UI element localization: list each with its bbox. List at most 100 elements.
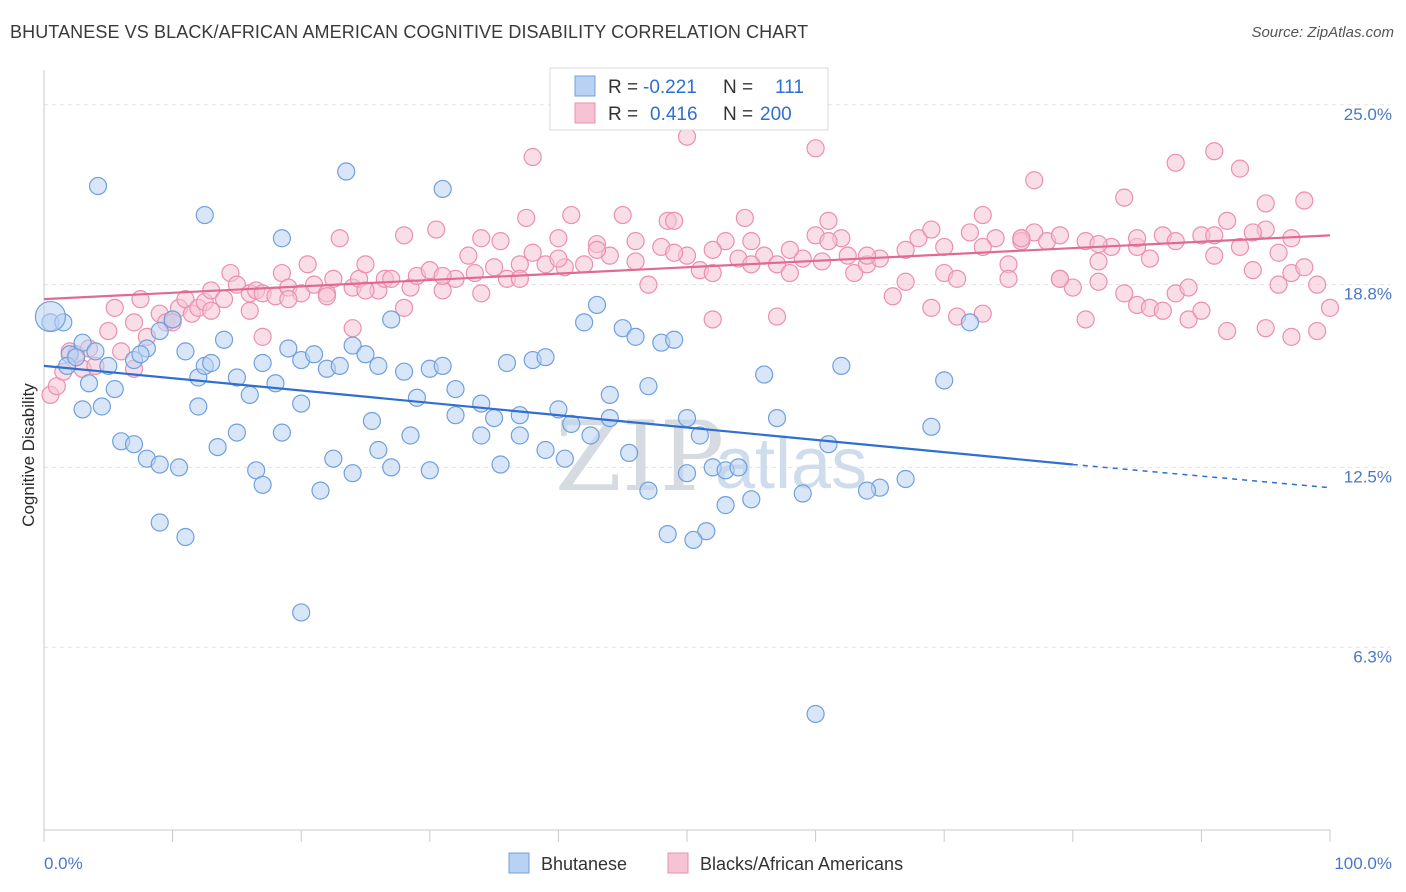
x-tick-label-max: 100.0% <box>1334 854 1392 873</box>
blacks-african-americans-point <box>587 240 607 259</box>
bhutanese-point <box>240 385 259 404</box>
blacks-african-americans-point <box>1269 275 1288 294</box>
bhutanese-point <box>92 397 111 416</box>
blacks-african-americans-point <box>1256 194 1275 213</box>
bhutanese-point <box>343 336 362 355</box>
blacks-african-americans-point <box>626 252 645 271</box>
blacks-african-americans-point <box>1089 252 1108 271</box>
chart-source: Source: ZipAtlas.com <box>1251 24 1394 41</box>
series-blacks-african-americans-points <box>41 127 1340 404</box>
bhutanese-point <box>67 348 86 367</box>
blacks-african-americans-point <box>735 208 754 228</box>
blacks-african-americans-point <box>613 205 632 225</box>
blacks-african-americans-point <box>1025 171 1044 190</box>
bhutanese-point <box>819 435 838 454</box>
bhutanese-point <box>587 295 607 315</box>
y-tick-labels: 25.0% 18.8% 12.5% 6.3% <box>1344 105 1392 666</box>
blacks-african-americans-point <box>1089 234 1108 254</box>
blacks-african-americans-point <box>549 229 568 248</box>
bhutanese-point <box>658 525 677 544</box>
blacks-african-americans-point <box>1192 301 1211 320</box>
bhutanese-point <box>433 356 452 375</box>
bhutanese-trend-line <box>43 364 1073 466</box>
blacks-african-americans-point <box>330 229 349 248</box>
bhutanese-point <box>536 440 555 460</box>
bhutanese-large-point <box>34 300 67 333</box>
blacks-african-americans-point <box>1115 188 1134 207</box>
blacks-african-americans-point <box>1320 298 1340 317</box>
blacks-african-americans-point <box>639 275 658 294</box>
legend-swatch-bhutanese <box>574 75 596 97</box>
blacks-african-americans-point <box>1295 191 1314 210</box>
bhutanese-point <box>150 321 169 341</box>
blacks-african-americans-point <box>1127 229 1147 248</box>
stats-legend: R = -0.221 N = 111 R = 0.416 N = 200 <box>549 67 829 131</box>
blacks-african-americans-point <box>767 255 787 274</box>
bhutanese-point <box>163 310 182 329</box>
blacks-african-americans-point <box>857 246 877 265</box>
bhutanese-point <box>330 356 349 375</box>
blacks-african-americans-point <box>253 327 272 346</box>
blacks-african-americans-point <box>883 287 902 306</box>
blacks-african-americans-point <box>1179 310 1198 329</box>
y-tick-label: 25.0% <box>1344 105 1392 124</box>
bhutanese-point <box>382 458 401 477</box>
bhutanese-point <box>394 362 414 381</box>
blacks-african-americans-point <box>1166 232 1185 251</box>
blacks-african-americans-point <box>665 243 684 262</box>
bhutanese-point <box>497 353 517 373</box>
blacks-african-americans-point <box>523 243 542 262</box>
blacks-african-americans-trend-line <box>43 234 1331 301</box>
blacks-african-americans-point <box>819 211 838 230</box>
x-ticks <box>43 830 1331 842</box>
blacks-african-americans-point <box>1153 301 1172 320</box>
blacks-african-americans-point <box>549 249 568 268</box>
bhutanese-point <box>446 406 465 425</box>
legend-r-value-2: 0.416 <box>650 104 698 125</box>
bhutanese-point <box>343 464 362 483</box>
blacks-african-americans-point <box>1050 269 1070 288</box>
blacks-african-americans-point <box>1230 237 1250 257</box>
bhutanese-point <box>189 397 208 416</box>
bhutanese-point <box>86 342 105 361</box>
bhutanese-point <box>73 400 92 419</box>
blacks-african-americans-point <box>394 226 414 245</box>
blacks-african-americans-point <box>240 301 259 320</box>
bhutanese-point <box>677 408 697 428</box>
bhutanese-point <box>272 229 292 248</box>
blacks-african-americans-point <box>947 269 967 288</box>
blacks-african-americans-point <box>491 232 510 251</box>
blacks-african-americans-point <box>1243 223 1262 242</box>
bhutanese-point <box>131 345 150 364</box>
bhutanese-point <box>292 603 311 622</box>
bottom-legend-swatch-blacks <box>667 852 689 874</box>
blacks-african-americans-point <box>1230 159 1250 178</box>
blacks-african-americans-point <box>1218 321 1237 341</box>
blacks-african-americans-point <box>1012 229 1031 248</box>
bhutanese-point <box>896 469 915 489</box>
blacks-african-americans-point <box>575 255 594 274</box>
blacks-african-americans-point <box>1205 246 1224 265</box>
bhutanese-point <box>600 385 619 404</box>
blacks-african-americans-point <box>1282 327 1301 346</box>
blacks-african-americans-point <box>1295 258 1314 277</box>
blacks-african-americans-point <box>838 246 857 265</box>
bhutanese-point <box>420 461 439 480</box>
bhutanese-point <box>677 464 697 483</box>
bhutanese-point <box>150 455 169 474</box>
bhutanese-point <box>639 481 658 500</box>
bhutanese-point <box>356 345 375 364</box>
bhutanese-point <box>169 458 189 477</box>
blacks-african-americans-point <box>780 240 799 259</box>
bhutanese-point <box>253 475 272 494</box>
bhutanese-point <box>202 353 221 373</box>
legend-n-value-1: 111 <box>775 77 804 98</box>
bhutanese-point <box>793 484 812 503</box>
bhutanese-point <box>555 449 574 468</box>
blacks-african-americans-point <box>433 266 452 286</box>
bhutanese-point <box>214 330 234 349</box>
blacks-african-americans-point <box>703 263 722 283</box>
blacks-african-americans-point <box>922 298 941 317</box>
blacks-african-americans-point <box>999 269 1018 288</box>
